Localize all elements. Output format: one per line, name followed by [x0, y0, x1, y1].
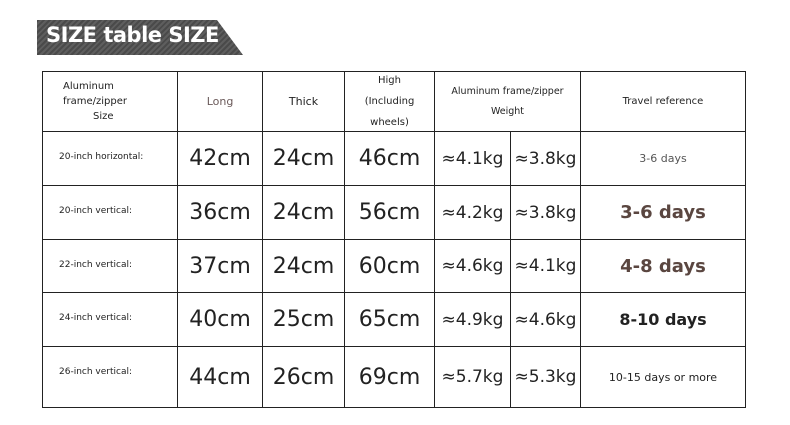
header-high-line: High	[378, 75, 401, 86]
header-high-line: (Including wheels)	[364, 96, 415, 128]
cell-thick: 24cm	[262, 185, 345, 240]
cell-long: 36cm	[177, 185, 263, 240]
header-size-line: Aluminum	[63, 81, 114, 92]
cell-size: 20-inch vertical:	[42, 185, 178, 240]
cell-w2: ≈4.1kg	[510, 239, 581, 293]
cell-w2: ≈4.6kg	[510, 292, 581, 347]
cell-high: 69cm	[344, 346, 435, 408]
cell-size: 20-inch horizontal:	[42, 131, 178, 186]
header-size: Aluminum frame/zipper Size	[42, 71, 178, 132]
header-thick: Thick	[262, 71, 345, 132]
title-banner: SIZE table SIZE	[37, 20, 243, 55]
header-long: Long	[177, 71, 263, 132]
cell-size: 22-inch vertical:	[42, 239, 178, 293]
cell-w1: ≈4.9kg	[434, 292, 511, 347]
page-title: SIZE table SIZE	[46, 23, 219, 47]
cell-w1: ≈4.2kg	[434, 185, 511, 240]
cell-w1: ≈5.7kg	[434, 346, 511, 408]
cell-high: 60cm	[344, 239, 435, 293]
cell-thick: 24cm	[262, 239, 345, 293]
cell-high: 56cm	[344, 185, 435, 240]
cell-w2: ≈3.8kg	[510, 185, 581, 240]
cell-travel: 3-6 days	[580, 185, 746, 240]
header-weight-line: Aluminum frame/zipper	[451, 85, 564, 97]
cell-travel: 10-15 days or more	[580, 346, 746, 408]
header-weight-line: Weight	[490, 105, 525, 117]
cell-long: 40cm	[177, 292, 263, 347]
cell-w1: ≈4.1kg	[434, 131, 511, 186]
cell-travel: 8-10 days	[580, 292, 746, 347]
cell-size: 24-inch vertical:	[42, 292, 178, 347]
cell-high: 46cm	[344, 131, 435, 186]
header-high: High (Including wheels)	[344, 71, 435, 132]
cell-travel: 4-8 days	[580, 239, 746, 293]
cell-w2: ≈3.8kg	[510, 131, 581, 186]
cell-high: 65cm	[344, 292, 435, 347]
cell-w1: ≈4.6kg	[434, 239, 511, 293]
header-travel: Travel reference	[580, 71, 746, 132]
cell-w2: ≈5.3kg	[510, 346, 581, 408]
header-weight: Aluminum frame/zipper Weight	[434, 71, 581, 132]
cell-long: 44cm	[177, 346, 263, 408]
cell-size: 26-inch vertical:	[42, 346, 178, 408]
header-size-line: frame/zipper	[63, 96, 128, 107]
cell-thick: 24cm	[262, 131, 345, 186]
cell-thick: 25cm	[262, 292, 345, 347]
cell-long: 37cm	[177, 239, 263, 293]
cell-thick: 26cm	[262, 346, 345, 408]
header-size-line: Size	[93, 111, 114, 122]
cell-travel: 3-6 days	[580, 131, 746, 186]
cell-long: 42cm	[177, 131, 263, 186]
